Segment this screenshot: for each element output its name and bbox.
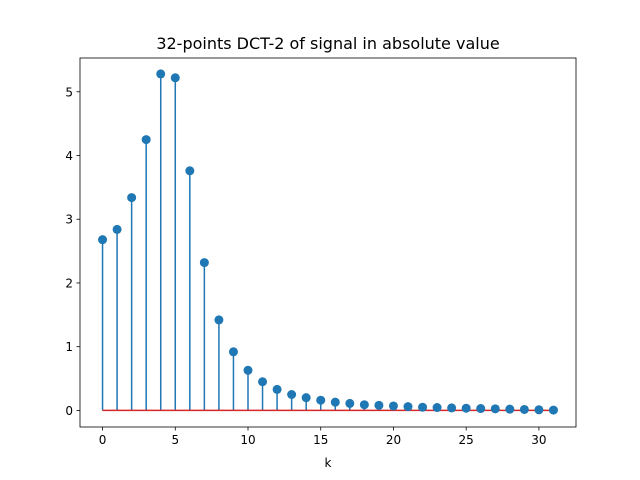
stem-marker bbox=[330, 397, 340, 407]
stem-marker bbox=[316, 395, 326, 405]
plot-area bbox=[98, 69, 558, 415]
x-tick-label: 15 bbox=[313, 433, 328, 447]
y-tick-label: 3 bbox=[65, 213, 73, 227]
x-tick-label: 20 bbox=[386, 433, 401, 447]
chart-title: 32-points DCT-2 of signal in absolute va… bbox=[156, 34, 499, 53]
stem-marker bbox=[432, 403, 442, 413]
x-tick-label: 5 bbox=[171, 433, 179, 447]
stem-marker bbox=[98, 235, 108, 245]
stem-marker bbox=[374, 400, 384, 410]
stem-marker bbox=[301, 393, 311, 403]
stem-marker bbox=[258, 377, 268, 387]
stem-marker bbox=[345, 398, 355, 408]
stem-marker bbox=[228, 347, 238, 357]
stem-marker bbox=[548, 405, 558, 415]
stem-marker bbox=[112, 224, 122, 234]
stem-marker bbox=[534, 405, 544, 415]
stem-marker bbox=[403, 402, 413, 412]
stem-marker bbox=[141, 135, 151, 145]
axes: 0 5 10 15 20 25 30 0 1 2 3 4 5 bbox=[65, 57, 577, 447]
stem-marker bbox=[519, 404, 529, 414]
x-tick-label: 25 bbox=[459, 433, 474, 447]
stem-marker bbox=[272, 384, 282, 394]
stem-marker bbox=[418, 402, 428, 412]
x-tick-label: 0 bbox=[99, 433, 107, 447]
y-tick-label: 0 bbox=[65, 404, 73, 418]
stem-marker bbox=[214, 315, 224, 325]
axes-frame bbox=[79, 57, 577, 428]
stem-marker bbox=[505, 404, 515, 414]
stem-marker bbox=[388, 401, 398, 411]
stem-marker bbox=[490, 404, 500, 414]
y-tick-label: 2 bbox=[65, 276, 73, 290]
x-tick-label: 10 bbox=[240, 433, 255, 447]
stem-marker bbox=[447, 403, 457, 413]
stem-marker bbox=[127, 193, 137, 203]
stem-marker bbox=[243, 365, 253, 375]
stem-marker bbox=[170, 73, 180, 83]
stem-marker bbox=[476, 404, 486, 414]
x-axis-label: k bbox=[325, 456, 332, 470]
y-tick-label: 4 bbox=[65, 149, 73, 163]
stem-marker bbox=[461, 403, 471, 413]
y-tick-label: 1 bbox=[65, 340, 73, 354]
stem-marker bbox=[185, 166, 195, 176]
x-tick-label: 30 bbox=[531, 433, 546, 447]
y-tick-label: 5 bbox=[65, 85, 73, 99]
stem-marker bbox=[359, 400, 369, 410]
stem-marker bbox=[199, 258, 209, 268]
stem-marker bbox=[287, 389, 297, 399]
stem-marker bbox=[156, 69, 166, 79]
